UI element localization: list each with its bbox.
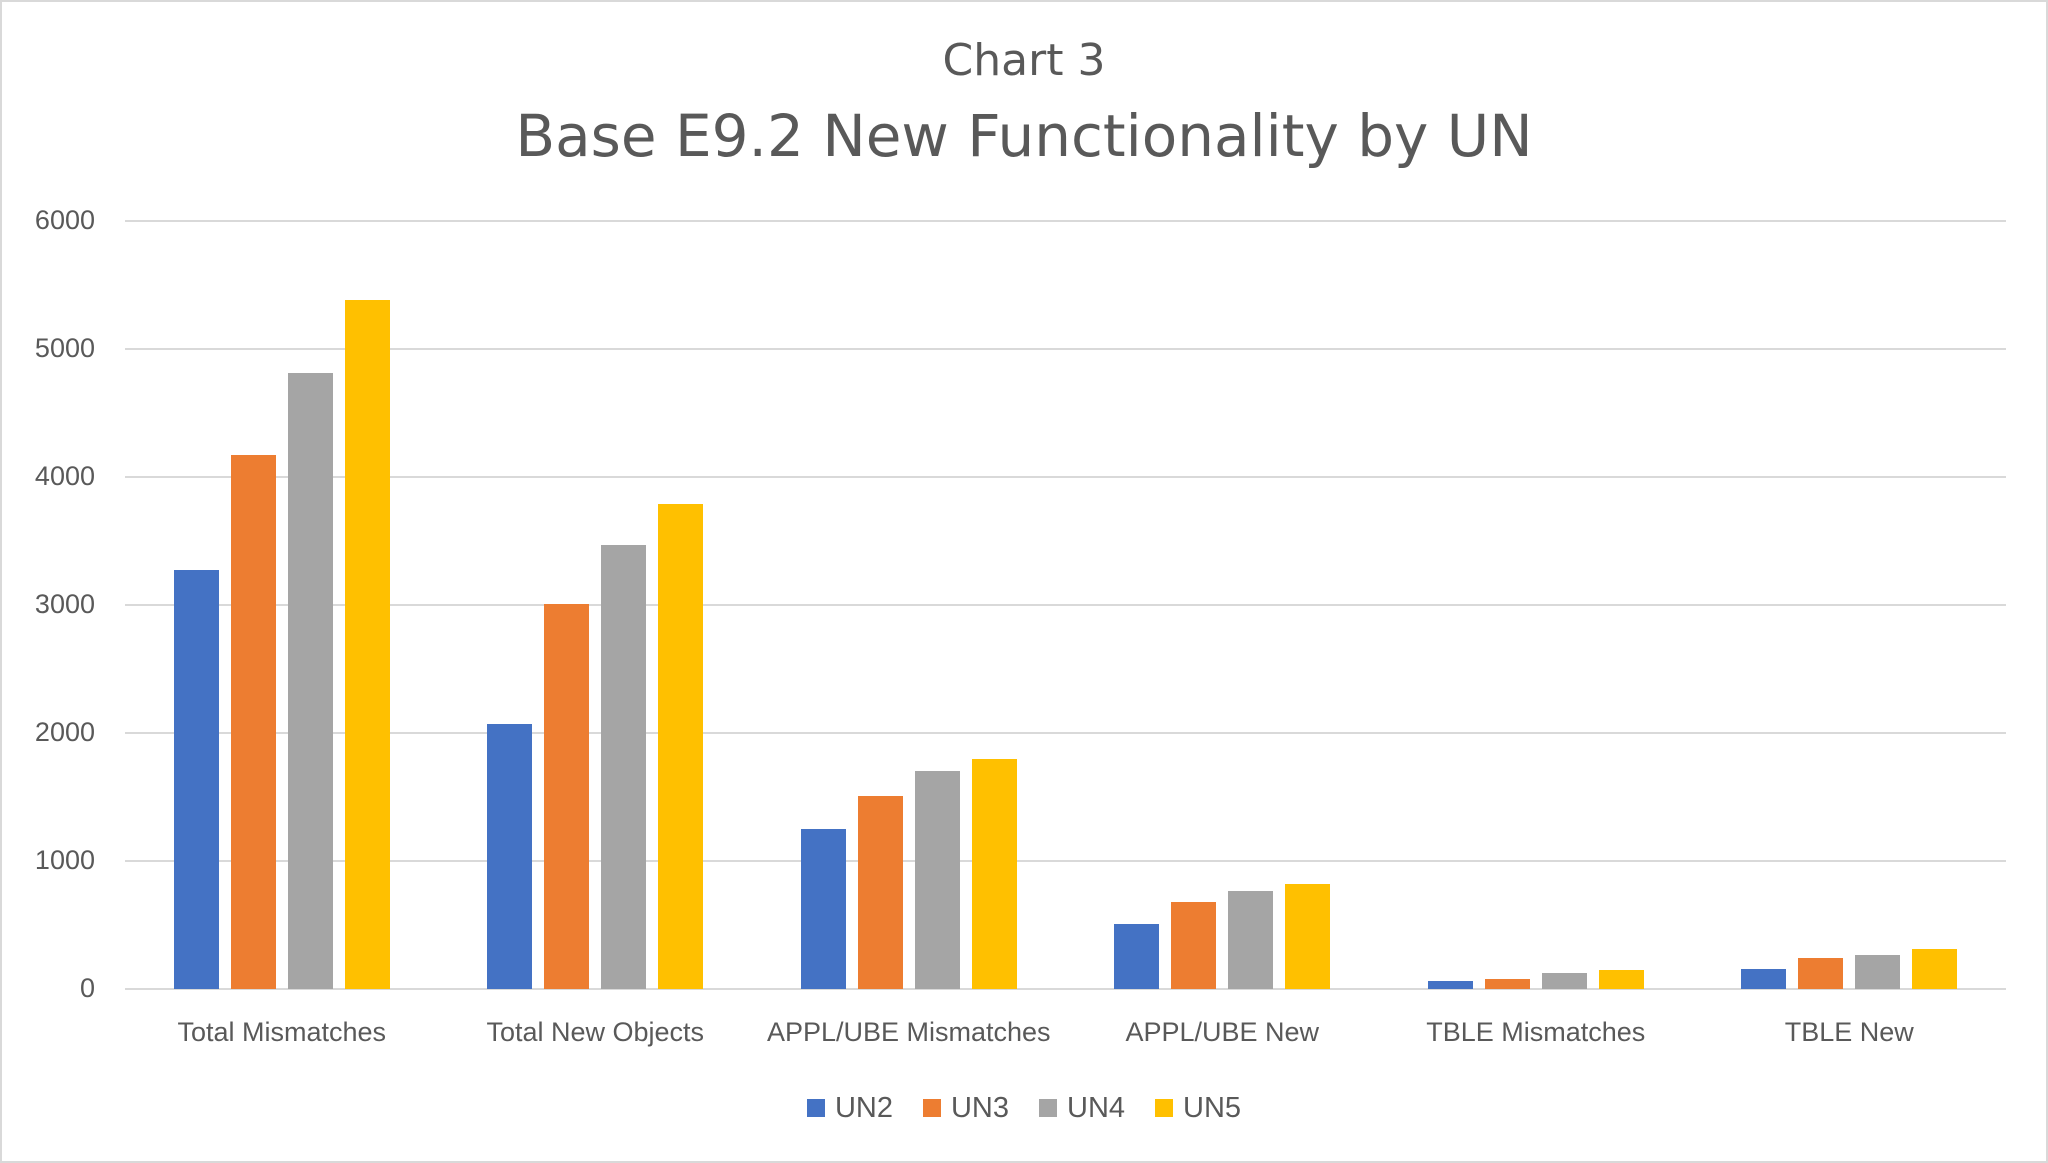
bar-group bbox=[1741, 221, 1958, 989]
bar-group bbox=[487, 221, 704, 989]
y-tick-label: 1000 bbox=[34, 845, 95, 875]
bar-un3[interactable] bbox=[1484, 978, 1530, 989]
legend-swatch-icon bbox=[922, 1099, 941, 1117]
gridline bbox=[125, 732, 2006, 734]
legend-item-un3[interactable]: UN3 bbox=[922, 1090, 1009, 1126]
legend-swatch-icon bbox=[1039, 1099, 1057, 1117]
bar-un4[interactable] bbox=[914, 771, 960, 989]
y-tick-label: 6000 bbox=[34, 205, 95, 235]
gridline bbox=[125, 220, 2006, 222]
x-tick-label: Total Mismatches bbox=[177, 1017, 387, 1047]
bar-group bbox=[173, 221, 390, 989]
legend-label: UN2 bbox=[834, 1092, 893, 1124]
gridline bbox=[125, 476, 2006, 478]
legend-item-un2[interactable]: UN2 bbox=[806, 1090, 893, 1126]
y-tick-label: 0 bbox=[79, 973, 95, 1003]
y-tick-label: 4000 bbox=[34, 461, 95, 491]
bar-group bbox=[1114, 221, 1331, 989]
legend-label: UN5 bbox=[1183, 1092, 1242, 1124]
bar-un4[interactable] bbox=[1228, 891, 1274, 989]
bar-un3[interactable] bbox=[857, 795, 903, 989]
x-tick-label: APPL/UBE Mismatches bbox=[766, 1017, 1051, 1047]
y-tick-label: 5000 bbox=[34, 333, 95, 363]
legend-swatch-icon bbox=[806, 1099, 825, 1117]
gridline bbox=[125, 348, 2006, 350]
bar-un5[interactable] bbox=[1912, 949, 1958, 989]
legend-label: UN4 bbox=[1067, 1092, 1126, 1124]
gridline bbox=[125, 860, 2006, 862]
bar-un5[interactable] bbox=[1285, 884, 1331, 989]
legend: UN2 UN3 UN4 UN5 bbox=[0, 1090, 2048, 1126]
plot-area bbox=[125, 220, 2006, 990]
x-tick-label: TBLE Mismatches bbox=[1426, 1017, 1646, 1047]
bar-group bbox=[1427, 221, 1644, 989]
bar-un2[interactable] bbox=[1741, 969, 1787, 989]
legend-item-un5[interactable]: UN5 bbox=[1155, 1090, 1241, 1126]
chart-title: Base E9.2 New Functionality by UN bbox=[515, 102, 1533, 170]
x-tick-label: Total New Objects bbox=[486, 1017, 705, 1047]
bar-un5[interactable] bbox=[344, 300, 390, 989]
bar-un3[interactable] bbox=[230, 455, 276, 989]
bar-un2[interactable] bbox=[1114, 923, 1160, 989]
chart-subtitle: Chart 3 bbox=[942, 35, 1106, 86]
bar-un2[interactable] bbox=[487, 724, 533, 989]
gridline bbox=[125, 604, 2006, 606]
y-tick-label: 3000 bbox=[34, 589, 95, 619]
bar-un3[interactable] bbox=[1798, 958, 1844, 989]
bar-un2[interactable] bbox=[1427, 981, 1473, 989]
legend-item-un4[interactable]: UN4 bbox=[1039, 1090, 1125, 1126]
x-tick-label: TBLE New bbox=[1784, 1017, 1914, 1047]
y-tick-label: 2000 bbox=[34, 717, 95, 747]
gridline bbox=[125, 988, 2006, 990]
legend-swatch-icon bbox=[1155, 1099, 1174, 1117]
bar-un4[interactable] bbox=[287, 373, 333, 989]
bar-un4[interactable] bbox=[1855, 955, 1901, 989]
bar-un3[interactable] bbox=[544, 603, 590, 989]
bar-un5[interactable] bbox=[971, 758, 1017, 989]
bar-un2[interactable] bbox=[173, 570, 219, 989]
bar-un2[interactable] bbox=[800, 829, 846, 989]
bar-un4[interactable] bbox=[601, 544, 647, 989]
bar-un4[interactable] bbox=[1541, 973, 1587, 989]
bar-group bbox=[800, 221, 1017, 989]
bar-un5[interactable] bbox=[1598, 969, 1644, 989]
x-tick-label: APPL/UBE New bbox=[1125, 1017, 1320, 1047]
bar-un3[interactable] bbox=[1171, 901, 1217, 989]
legend-label: UN3 bbox=[950, 1092, 1009, 1124]
bar-un5[interactable] bbox=[658, 503, 704, 989]
